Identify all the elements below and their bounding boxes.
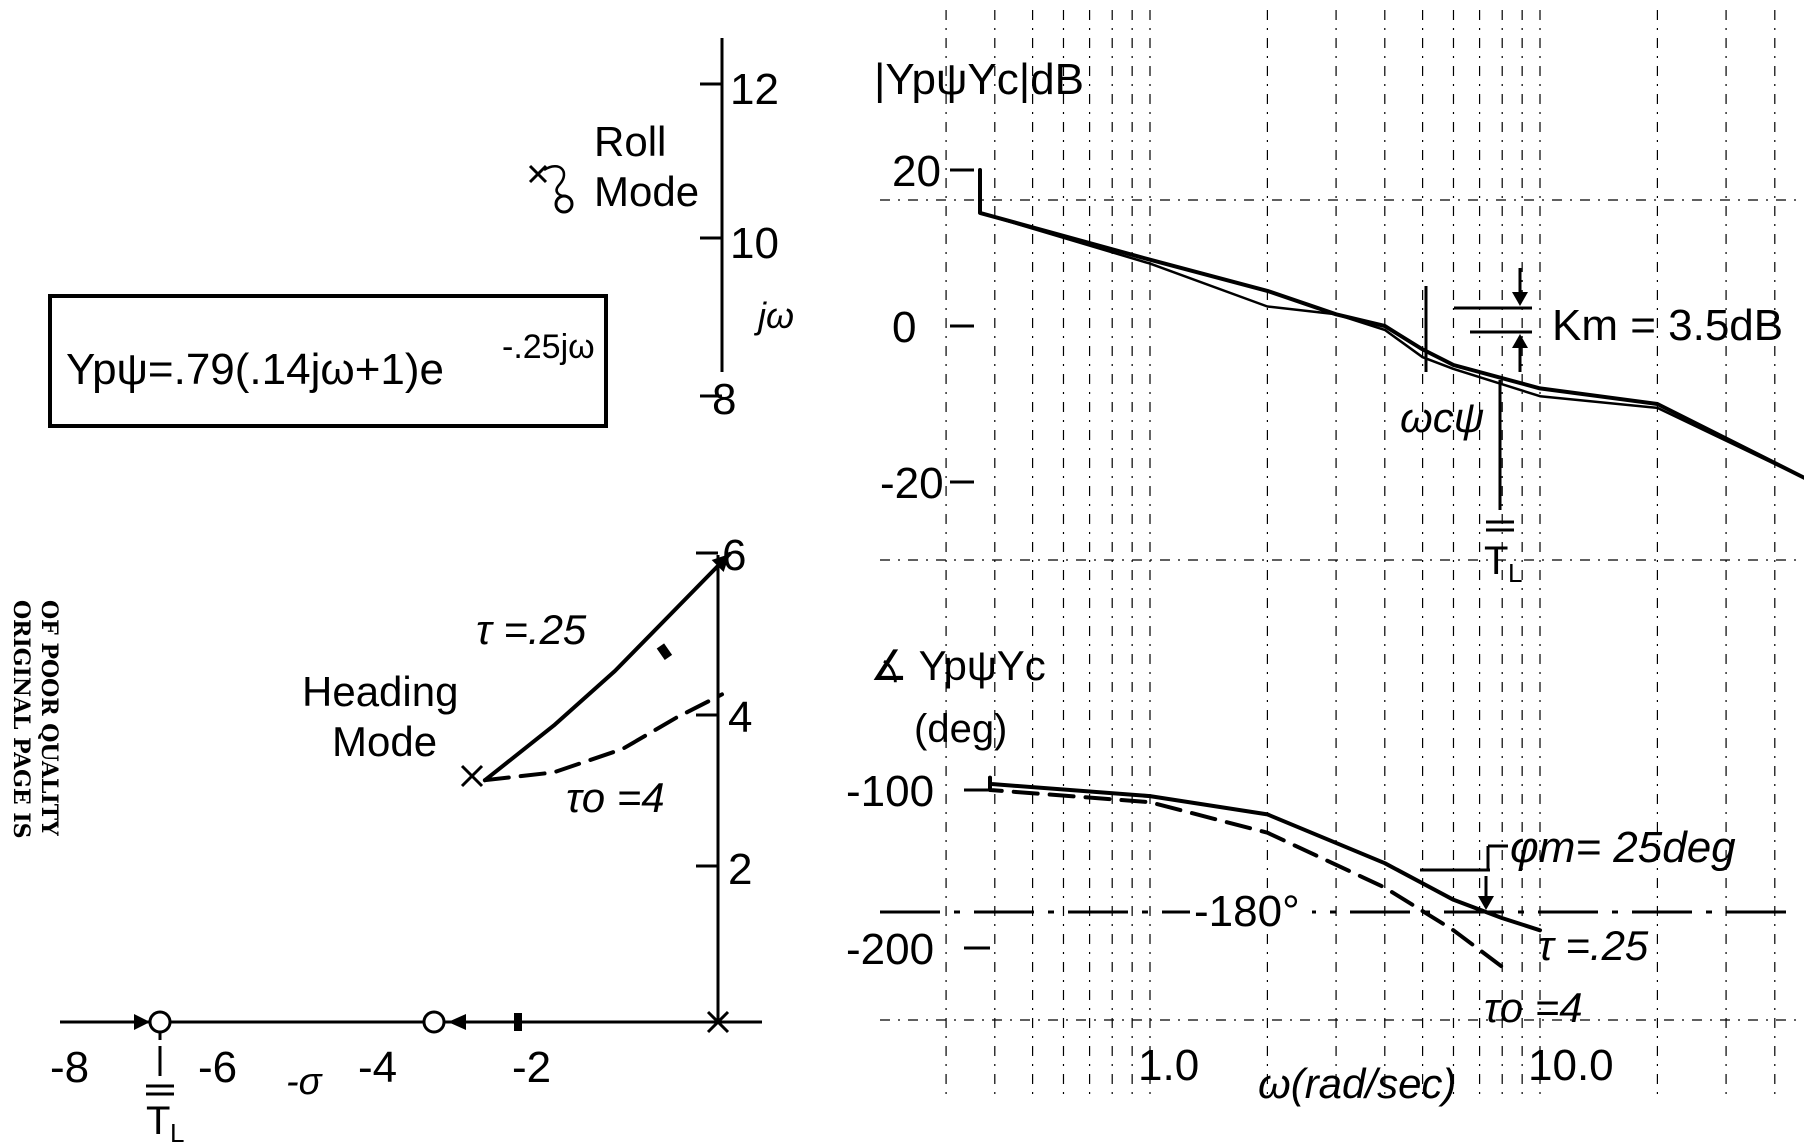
- crossover-label: ωcψ: [1400, 394, 1484, 441]
- phase-axis-label-line2: (deg): [914, 707, 1007, 751]
- heading-mode-loci: [482, 552, 732, 783]
- locus-arrowhead: [711, 554, 730, 572]
- phase-series-tau: [988, 775, 1542, 933]
- minus180-label-bg: [1190, 890, 1312, 930]
- root-locus-plot: 12 10 8 jω Roll Mode Ypψ=.79(.14jω+1)e -…: [8, 38, 794, 1148]
- svg-text:T: T: [1484, 539, 1508, 583]
- bode-tl-marker: T L: [1484, 380, 1522, 588]
- gain-margin-label: Km = 3.5dB: [1552, 301, 1783, 350]
- gm-arrowhead-bottom: [1512, 334, 1528, 348]
- zero-at-tl: [148, 1010, 172, 1034]
- roll-mode-zero: [554, 194, 574, 214]
- root-locus-tl-marker: T L: [146, 1046, 184, 1148]
- magnitude-series-tau0: [978, 170, 1804, 480]
- transfer-function-exponent: -.25jω: [502, 328, 595, 366]
- roll-mode-label-line1: Roll: [594, 118, 666, 165]
- tau-locus-gain-marker: [656, 643, 673, 661]
- frequency-axis-label: ω(rad/sec): [1258, 1060, 1456, 1107]
- bode-grid: [880, 10, 1800, 1100]
- arrow-to-tl-zero: [134, 1014, 150, 1030]
- tick-label-12: 12: [730, 65, 779, 114]
- phase-axis-label-line1: ∡ YpψYc: [870, 642, 1046, 689]
- real-axis-gain-marker: [514, 1013, 522, 1031]
- freq-tick-label-10: 10.0: [1528, 1041, 1614, 1090]
- root-locus-tau-label: τ =.25: [476, 606, 587, 653]
- svg-text:L: L: [1508, 558, 1522, 588]
- locus-series-tau0: [482, 692, 724, 783]
- sigma-axis-label: -σ: [286, 1061, 324, 1103]
- tick-label-neg2: -2: [512, 1043, 551, 1092]
- tick-label-2: 2: [728, 845, 752, 894]
- side-note-line1: ORIGINAL PAGE IS: [8, 600, 34, 839]
- bode-plot: |YpψYc|dB 20 0 -20 ωcψ Km = 3.5dB T L ∡ …: [846, 10, 1804, 1107]
- tick-label-neg4: -4: [358, 1043, 397, 1092]
- arrow-to-neg3p6-zero: [448, 1014, 466, 1030]
- bode-tau0-label: τo =4: [1484, 984, 1583, 1031]
- heading-mode-pole: [460, 764, 484, 788]
- tick-label-4: 4: [728, 693, 752, 742]
- minus180-label: -180°: [1194, 887, 1300, 936]
- freq-tick-label-1: 1.0: [1138, 1041, 1199, 1090]
- magnitude-series-tau: [978, 168, 1804, 480]
- mag-tick-label-20: 20: [892, 147, 941, 196]
- tick-label-neg8: -8: [50, 1043, 89, 1092]
- heading-mode-label-line1: Heading: [302, 668, 458, 715]
- phase-curves: [988, 775, 1542, 969]
- phase-tick-label-neg200: -200: [846, 925, 934, 974]
- magnitude-curves: [978, 168, 1804, 480]
- mag-tick-label-0: 0: [892, 303, 916, 352]
- phase-tick-label-neg100: -100: [846, 767, 934, 816]
- jw-axis-label: jω: [753, 295, 794, 336]
- roll-mode-label-line2: Mode: [594, 168, 699, 215]
- tick-label-neg6: -6: [198, 1043, 237, 1092]
- locus-series-tau: [482, 552, 732, 783]
- transfer-function-box: [48, 294, 608, 428]
- zero-near-neg3p6: [422, 1010, 446, 1034]
- phase-margin-label: φm= 25deg: [1510, 823, 1736, 872]
- roll-mode-locus: [543, 165, 566, 198]
- side-note: ORIGINAL PAGE IS OF POOR QUALITY: [8, 600, 62, 839]
- magnitude-axis-label: |YpψYc|dB: [874, 55, 1084, 104]
- mag-tick-label-neg20: -20: [880, 459, 944, 508]
- roll-mode-pole: [528, 164, 548, 184]
- pole-at-origin: [706, 1010, 730, 1034]
- pm-arrowhead: [1478, 896, 1494, 910]
- heading-mode-label-line2: Mode: [332, 718, 437, 765]
- side-note-line2: OF POOR QUALITY: [36, 600, 62, 836]
- phase-series-tau0: [988, 775, 1505, 969]
- bode-tau-label: τ =.25: [1538, 922, 1649, 969]
- gm-arrowhead-top: [1512, 292, 1528, 306]
- root-locus-tau0-label: τo =4: [566, 774, 665, 821]
- svg-text:T: T: [146, 1099, 170, 1143]
- svg-text:L: L: [170, 1118, 184, 1148]
- tick-label-10: 10: [730, 219, 779, 268]
- tick-label-8: 8: [712, 375, 736, 424]
- transfer-function-text: Ypψ=.79(.14jω+1)e: [66, 345, 444, 394]
